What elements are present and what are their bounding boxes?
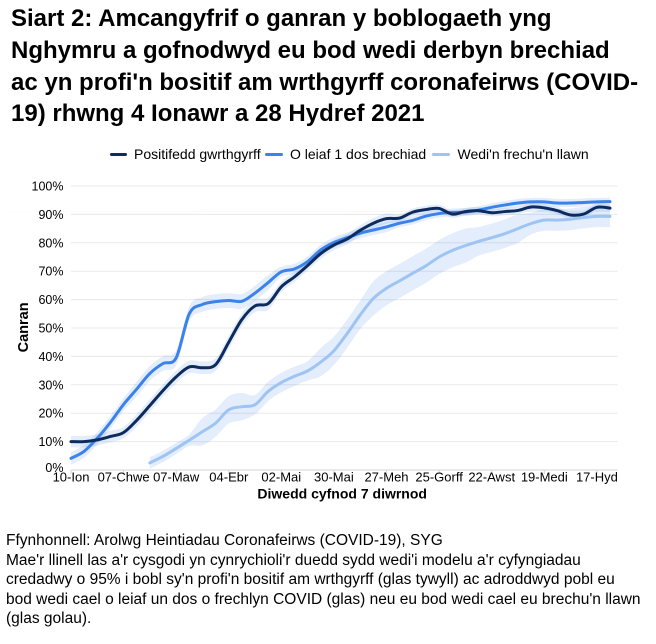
svg-text:60%: 60%	[38, 293, 63, 307]
svg-text:07-Chwe: 07-Chwe	[98, 469, 150, 484]
svg-text:07-Maw: 07-Maw	[153, 469, 200, 484]
svg-text:30-Mai: 30-Mai	[314, 469, 354, 484]
svg-text:02-Mai: 02-Mai	[261, 469, 301, 484]
svg-text:40%: 40%	[38, 350, 63, 364]
svg-text:10%: 10%	[38, 435, 63, 449]
svg-text:30%: 30%	[38, 378, 63, 392]
svg-text:0%: 0%	[45, 461, 63, 475]
svg-text:04-Ebr: 04-Ebr	[209, 469, 249, 484]
svg-text:27-Meh: 27-Meh	[364, 469, 408, 484]
svg-text:100%: 100%	[32, 180, 64, 194]
svg-text:50%: 50%	[38, 322, 63, 336]
svg-text:10-Ion: 10-Ion	[53, 469, 90, 484]
svg-text:17-Hyd: 17-Hyd	[576, 469, 618, 484]
svg-text:90%: 90%	[38, 208, 63, 222]
svg-text:25-Gorff: 25-Gorff	[415, 469, 463, 484]
svg-text:22-Awst: 22-Awst	[468, 469, 515, 484]
svg-text:70%: 70%	[38, 265, 63, 279]
svg-text:80%: 80%	[38, 236, 63, 250]
svg-text:20%: 20%	[38, 407, 63, 421]
svg-text:Diwedd cyfnod 7 diwrnod: Diwedd cyfnod 7 diwrnod	[257, 485, 427, 501]
svg-text:19-Medi: 19-Medi	[521, 469, 568, 484]
svg-text:Canran: Canran	[16, 302, 32, 352]
